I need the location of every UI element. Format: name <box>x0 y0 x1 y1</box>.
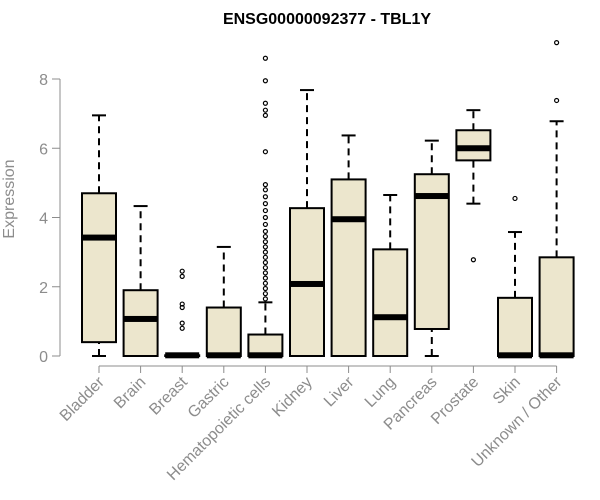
outlier-point <box>262 280 268 286</box>
outlier-point <box>179 325 185 331</box>
boxes <box>81 40 575 359</box>
outlier-point <box>262 149 268 155</box>
outlier-point <box>553 40 560 46</box>
outlier-point <box>179 320 185 326</box>
outlier-point <box>262 182 268 188</box>
x-tick-label: Brain <box>111 374 149 412</box>
box-hematopoietic-cells <box>247 55 284 359</box>
box-breast <box>164 268 201 359</box>
box-gastric <box>205 245 242 359</box>
outlier-point <box>179 301 185 307</box>
median-bar <box>82 234 116 241</box>
y-tick-label: 2 <box>39 280 48 297</box>
box-iqr <box>205 306 242 357</box>
outlier-point <box>553 97 560 104</box>
chart-title: ENSG00000092377 - TBL1Y <box>223 11 431 28</box>
outlier-point <box>262 228 268 234</box>
outlier-point <box>262 296 268 302</box>
median-bar <box>248 352 283 359</box>
x-tick-label: Lung <box>362 374 399 411</box>
outlier-point <box>262 285 268 292</box>
box-iqr <box>413 173 450 330</box>
box-lung <box>372 193 409 357</box>
outlier-point <box>262 254 268 260</box>
outlier-point <box>262 207 268 214</box>
y-tick-label: 6 <box>39 141 48 158</box>
median-bar <box>123 315 158 322</box>
box-bladder <box>81 114 117 357</box>
outlier-point <box>512 195 518 202</box>
box-iqr <box>538 256 575 358</box>
box-iqr <box>122 289 159 357</box>
median-bar <box>206 352 241 359</box>
median-bar <box>290 280 324 287</box>
y-axis: 0 2 4 6 8 <box>39 72 61 366</box>
outlier-point <box>262 194 268 200</box>
y-tick-label: 4 <box>39 211 48 228</box>
outlier-point <box>262 201 268 207</box>
x-tick-label: Breast <box>146 373 191 418</box>
median-bar <box>373 314 408 321</box>
outlier-point <box>262 100 268 106</box>
median-bar <box>539 352 574 359</box>
outlier-point <box>262 112 268 118</box>
x-tick-label: Liver <box>321 373 358 410</box>
y-tick-label: 8 <box>39 72 48 89</box>
outlier-point <box>262 291 268 297</box>
box-liver <box>330 134 367 357</box>
x-tick-label: Bladder <box>57 373 108 424</box>
outlier-point <box>262 78 268 84</box>
outlier-point <box>262 214 268 221</box>
x-tick-label: Kidney <box>269 374 316 421</box>
box-iqr <box>372 248 409 357</box>
outlier-point <box>262 275 268 281</box>
box-iqr <box>330 178 367 357</box>
median-bar <box>165 352 200 359</box>
median-bar <box>331 216 366 223</box>
outlier-point <box>470 257 476 263</box>
box-iqr <box>497 296 533 357</box>
outlier-point <box>262 244 268 250</box>
median-bar <box>456 145 491 152</box>
outlier-point <box>262 249 268 255</box>
outlier-point <box>262 55 268 61</box>
outlier-point <box>262 270 268 276</box>
outlier-point <box>262 221 268 228</box>
outlier-point <box>262 265 268 271</box>
y-tick-label: 0 <box>39 349 48 366</box>
box-unknown-other <box>538 40 575 359</box>
box-brain <box>122 205 159 357</box>
median-bar <box>498 352 532 359</box>
outlier-point <box>262 233 268 240</box>
outlier-point <box>179 273 185 279</box>
outlier-point <box>262 187 268 193</box>
outlier-point <box>262 259 268 266</box>
median-bar <box>414 193 449 200</box>
box-iqr <box>81 192 117 344</box>
box-skin <box>497 195 533 359</box>
box-pancreas <box>413 139 450 357</box>
box-prostate <box>455 109 492 263</box>
y-axis-label: Expression <box>1 159 18 238</box>
outlier-point <box>262 239 268 245</box>
outlier-point <box>179 268 185 274</box>
x-tick-label: Skin <box>490 374 524 408</box>
outlier-point <box>262 107 268 113</box>
box-kidney <box>289 89 325 357</box>
